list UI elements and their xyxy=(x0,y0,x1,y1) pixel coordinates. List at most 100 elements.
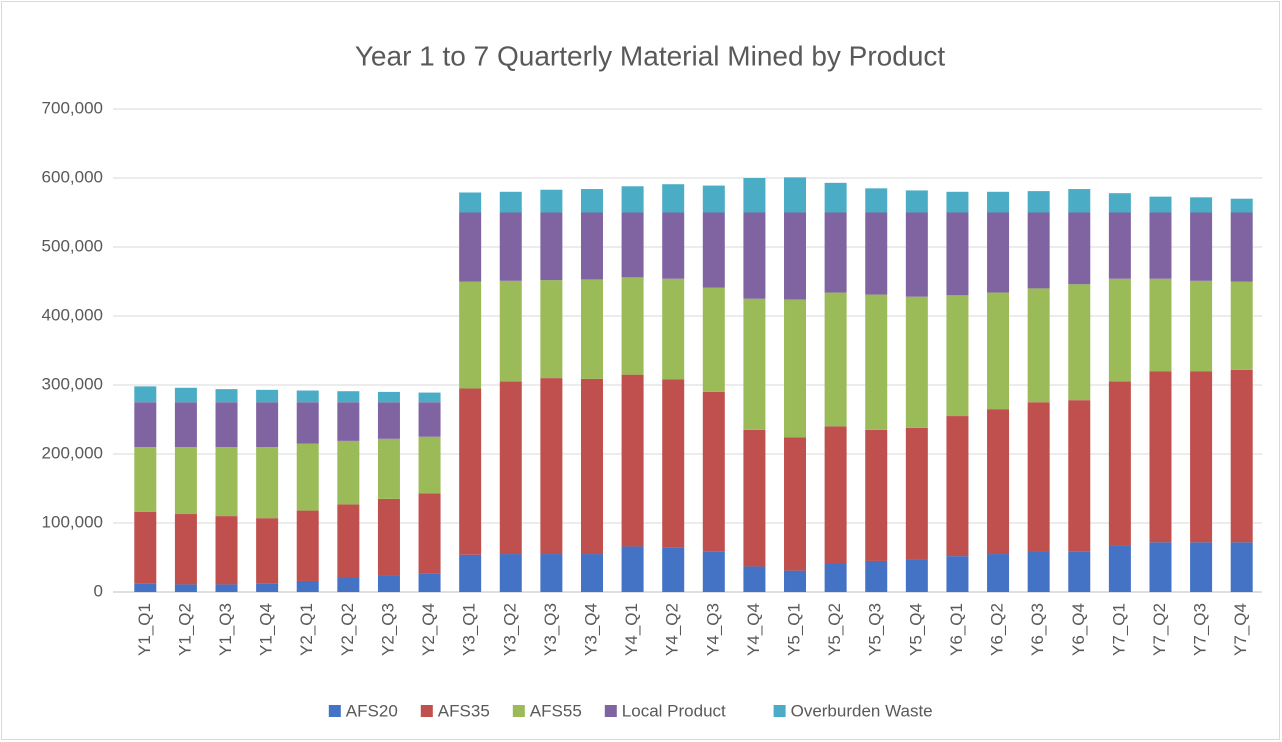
x-tick-label: Y7_Q2 xyxy=(1150,603,1169,656)
bar-segment xyxy=(662,184,685,213)
x-tick-label: Y3_Q4 xyxy=(581,603,600,656)
bar-segment xyxy=(418,436,441,494)
x-tick-label: Y3_Q2 xyxy=(500,603,519,656)
bar-segment xyxy=(215,584,238,592)
bar-segment xyxy=(946,191,969,213)
bar-segment xyxy=(499,381,522,555)
x-tick-label: Y4_Q2 xyxy=(663,603,682,656)
bar-segment xyxy=(377,402,400,439)
bar-segment xyxy=(1230,369,1253,543)
bar-segment xyxy=(743,298,766,430)
x-tick-label: Y4_Q3 xyxy=(703,603,722,656)
x-tick-label: Y1_Q1 xyxy=(135,603,154,656)
bar-segment xyxy=(702,391,725,552)
bar-segment xyxy=(540,212,563,281)
bar-segment xyxy=(824,426,847,564)
y-tick-label: 200,000 xyxy=(42,443,103,462)
x-tick-label: Y2_Q3 xyxy=(378,603,397,656)
bar-segment xyxy=(134,511,157,584)
bar-segment xyxy=(580,378,603,555)
x-tick-label: Y6_Q3 xyxy=(1028,603,1047,656)
bar-segment xyxy=(296,510,319,581)
bar-segment xyxy=(784,437,807,571)
bar-segment xyxy=(621,212,644,278)
bar-segment xyxy=(1027,288,1050,403)
bar-segment xyxy=(1108,381,1131,546)
bar-segment xyxy=(662,379,685,548)
x-tick-label: Y1_Q2 xyxy=(175,603,194,656)
bar-segment xyxy=(1190,212,1213,281)
x-tick-label: Y5_Q1 xyxy=(785,603,804,656)
legend-swatch xyxy=(512,705,525,717)
bar-segment xyxy=(337,440,360,505)
bar-segment xyxy=(1149,196,1172,213)
bar-segment xyxy=(459,212,482,282)
bar-segment xyxy=(296,580,319,592)
bar-segment xyxy=(499,280,522,382)
bar-segment xyxy=(987,191,1010,213)
bar-segment xyxy=(1149,371,1172,543)
bar-segment xyxy=(702,287,725,392)
bar-segment xyxy=(256,402,279,448)
bar-segment xyxy=(174,387,197,403)
bar-segment xyxy=(337,577,360,592)
x-tick-label: Y7_Q1 xyxy=(1109,603,1128,656)
bar-segment xyxy=(1027,402,1050,552)
bar-segment xyxy=(215,402,238,448)
legend-label: AFS55 xyxy=(530,701,582,720)
bar-segment xyxy=(134,447,157,512)
bar-segment xyxy=(1068,551,1091,592)
bar-segment xyxy=(946,416,969,557)
bar-segment xyxy=(174,584,197,592)
chart-title: Year 1 to 7 Quarterly Material Mined by … xyxy=(355,40,946,71)
legend-label: Local Product xyxy=(622,701,726,720)
bar-segment xyxy=(1190,542,1213,592)
x-tick-label: Y5_Q4 xyxy=(906,603,925,656)
bar-segment xyxy=(499,212,522,281)
bar-segment xyxy=(1190,197,1213,213)
bar-segment xyxy=(1108,545,1131,592)
bar-segment xyxy=(418,573,441,592)
bar-segment xyxy=(865,560,888,592)
bar-segment xyxy=(1190,371,1213,543)
bar-segment xyxy=(824,182,847,213)
x-tick-label: Y6_Q1 xyxy=(947,603,966,656)
bar-segment xyxy=(1068,284,1091,401)
bar-segment xyxy=(174,447,197,515)
bar-segment xyxy=(174,514,197,585)
bar-segment xyxy=(337,504,360,578)
bar-segment xyxy=(662,547,685,592)
bar-segment xyxy=(459,192,482,213)
bar-segment xyxy=(1068,400,1091,552)
x-tick-label: Y7_Q4 xyxy=(1231,603,1250,656)
bar-segment xyxy=(946,556,969,592)
bar-segment xyxy=(905,427,928,560)
bar-segment xyxy=(702,212,725,288)
bar-segment xyxy=(1230,542,1253,592)
bar-segment xyxy=(1149,278,1172,372)
bar-segment xyxy=(296,390,319,403)
bar-segment xyxy=(174,402,197,448)
bar-segment xyxy=(1108,212,1131,279)
bar-segment xyxy=(743,566,766,592)
bar-segment xyxy=(134,583,157,592)
bar-segment xyxy=(743,178,766,213)
legend-swatch xyxy=(420,705,433,717)
y-tick-label: 400,000 xyxy=(42,305,103,324)
bar-segment xyxy=(621,374,644,547)
bar-segment xyxy=(256,447,279,519)
bar-segment xyxy=(905,190,928,213)
bar-segment xyxy=(215,389,238,403)
bar-segment xyxy=(296,443,319,511)
bar-segment xyxy=(256,389,279,403)
bar-segment xyxy=(905,559,928,592)
x-tick-label: Y5_Q2 xyxy=(825,603,844,656)
bar-segment xyxy=(824,563,847,592)
bar-segment xyxy=(459,388,482,555)
bar-segment xyxy=(865,212,888,295)
bar-segment xyxy=(580,554,603,592)
bar-segment xyxy=(499,554,522,592)
bar-segment xyxy=(337,391,360,403)
bar-segment xyxy=(580,279,603,379)
